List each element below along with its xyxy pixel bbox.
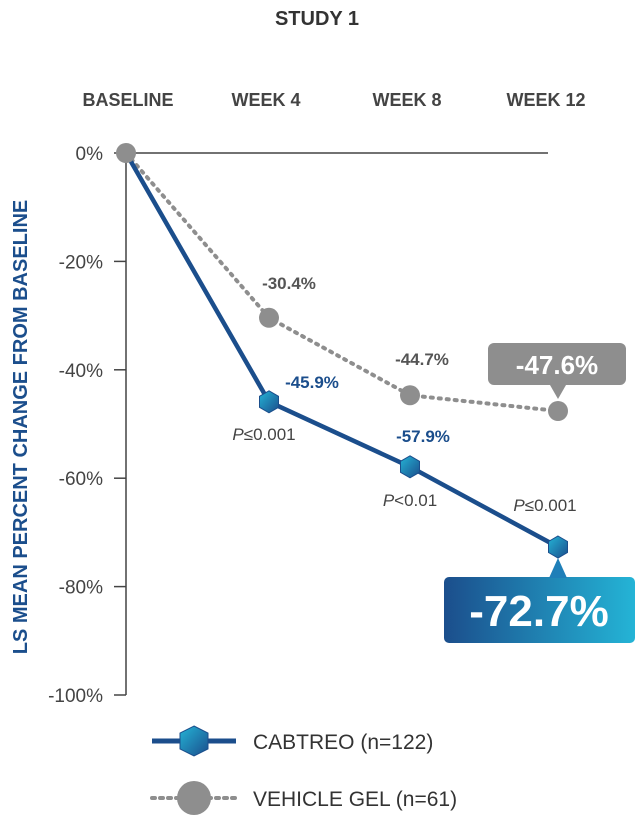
- y-axis-label: LS MEAN PERCENT CHANGE FROM BASELINE: [10, 200, 32, 654]
- cabtreo-callout: -72.7%: [444, 558, 635, 643]
- axes: [125, 152, 548, 695]
- vehicle-point: [400, 385, 420, 406]
- chart-title: STUDY 1: [275, 8, 359, 30]
- vehicle-point: [116, 143, 136, 163]
- cabtreo-label-week4: -45.9%: [285, 373, 339, 392]
- vehicle-callout-text: -47.6%: [516, 350, 598, 380]
- legend: CABTREO (n=122) VEHICLE GEL (n=61): [150, 725, 457, 815]
- cabtreo-callout-box: [444, 577, 635, 643]
- vehicle-point: [259, 307, 279, 328]
- cabtreo-callout-text: -72.7%: [469, 587, 608, 636]
- cabtreo-callout-pointer: [549, 558, 567, 578]
- vehicle-callout-pointer: [550, 385, 566, 399]
- vehicle-series-line: [124, 151, 560, 413]
- series-markers: [116, 143, 568, 559]
- x-tick-label: BASELINE: [82, 90, 173, 110]
- vehicle-point: [548, 400, 568, 421]
- y-axis-ticks: 0% -20% -40% -60% -80% -100%: [48, 144, 126, 707]
- x-tick-label: WEEK 4: [231, 90, 300, 110]
- p-value-label: P≤0.001: [232, 425, 295, 444]
- legend-label-cabtreo: CABTREO (n=122): [253, 731, 433, 754]
- y-tick-label: -80%: [59, 578, 103, 599]
- p-value-label: P<0.01: [383, 491, 437, 510]
- vehicle-callout: -47.6%: [488, 343, 626, 399]
- legend-item-cabtreo: CABTREO (n=122): [152, 725, 433, 757]
- legend-hexagon-icon: [179, 725, 209, 757]
- legend-label-vehicle: VEHICLE GEL (n=61): [253, 788, 457, 811]
- data-labels: -30.4% -44.7% -47.6% -45.9% -57.9% P≤0.001 P<0…: [232, 274, 635, 643]
- vehicle-label-week8: -44.7%: [395, 350, 449, 369]
- y-tick-label: -20%: [59, 252, 103, 273]
- cabtreo-point: [259, 390, 279, 414]
- p-value-label: P≤0.001: [513, 496, 576, 515]
- x-tick-label: WEEK 8: [372, 90, 441, 110]
- y-tick-label: 0%: [76, 144, 104, 165]
- legend-circle-icon: [177, 781, 211, 815]
- vehicle-label-week4: -30.4%: [262, 274, 316, 293]
- vehicle-callout-box: [488, 343, 626, 385]
- series-lines: [124, 151, 560, 550]
- y-tick-label: -60%: [59, 469, 103, 490]
- y-tick-label: -40%: [59, 361, 103, 382]
- cabtreo-point: [548, 535, 568, 559]
- cabtreo-series-line: [124, 151, 560, 550]
- cabtreo-label-week8: -57.9%: [396, 427, 450, 446]
- y-tick-label: -100%: [48, 686, 103, 707]
- cabtreo-point: [400, 455, 420, 479]
- x-tick-label: WEEK 12: [506, 90, 585, 110]
- x-axis-ticks: BASELINE WEEK 4 WEEK 8 WEEK 12: [82, 90, 585, 110]
- legend-item-vehicle: VEHICLE GEL (n=61): [150, 781, 457, 815]
